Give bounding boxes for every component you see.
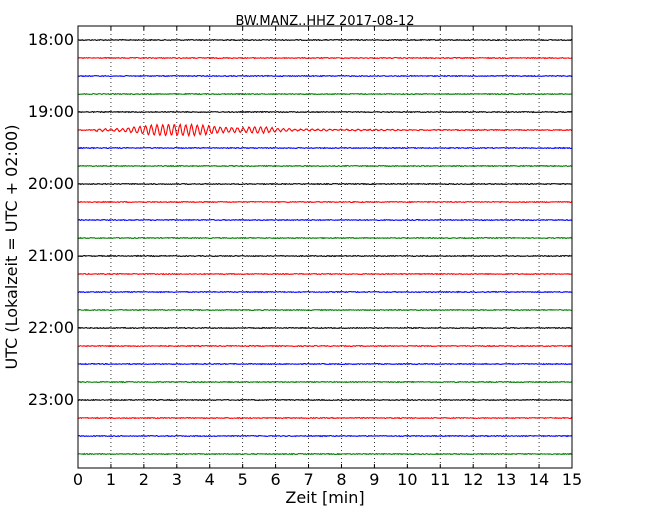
x-tick-label-7: 7 <box>303 470 313 489</box>
y-tick-label-18:00: 18:00 <box>28 30 74 49</box>
trace-2230 <box>77 362 573 366</box>
x-tick-label-12: 12 <box>463 470 483 489</box>
trace-2030 <box>77 218 573 222</box>
plot-frame <box>77 25 573 469</box>
trace-1900 <box>77 110 573 114</box>
axis-ticks <box>77 26 573 468</box>
x-tick-label-15: 15 <box>562 470 582 489</box>
trace-2115 <box>77 272 573 276</box>
trace-1915 <box>77 122 573 138</box>
trace-1830 <box>77 74 573 78</box>
x-tick-label-6: 6 <box>271 470 281 489</box>
trace-2130 <box>77 290 573 294</box>
y-tick-label-20:00: 20:00 <box>28 174 74 193</box>
x-tick-label-9: 9 <box>369 470 379 489</box>
x-tick-label-3: 3 <box>172 470 182 489</box>
x-tick-label-8: 8 <box>336 470 346 489</box>
trace-2215 <box>77 344 573 348</box>
trace-2345 <box>77 452 573 456</box>
x-tick-label-11: 11 <box>430 470 450 489</box>
chart-title: BW.MANZ..HHZ 2017-08-12 <box>235 14 414 29</box>
trace-2300 <box>77 398 573 402</box>
trace-2045 <box>77 236 573 240</box>
trace-2145 <box>78 308 573 312</box>
x-tick-labels: 0 1 2 3 4 5 6 7 8 9 10 11 12 13 14 15 <box>73 470 582 489</box>
trace-2245 <box>77 380 573 384</box>
y-tick-labels: 18:00 19:00 20:00 21:00 22:00 23:00 <box>28 30 74 409</box>
trace-group <box>77 38 573 456</box>
x-tick-label-5: 5 <box>238 470 248 489</box>
trace-2330 <box>77 434 573 438</box>
x-tick-label-2: 2 <box>139 470 149 489</box>
x-tick-label-10: 10 <box>397 470 417 489</box>
trace-1800 <box>77 38 573 42</box>
x-tick-label-1: 1 <box>106 470 116 489</box>
x-tick-label-0: 0 <box>73 470 83 489</box>
x-tick-label-13: 13 <box>496 470 516 489</box>
trace-1945 <box>77 164 573 168</box>
trace-1930 <box>77 146 573 150</box>
y-tick-label-23:00: 23:00 <box>28 390 74 409</box>
x-tick-label-4: 4 <box>205 470 215 489</box>
y-tick-label-22:00: 22:00 <box>28 318 74 337</box>
y-axis-label: UTC (Lokalzeit = UTC + 02:00) <box>2 125 21 370</box>
trace-2100 <box>77 254 573 258</box>
x-tick-label-14: 14 <box>529 470 549 489</box>
trace-1845 <box>77 92 573 96</box>
trace-2000 <box>77 182 573 186</box>
trace-2200 <box>77 326 573 330</box>
y-tick-label-19:00: 19:00 <box>28 102 74 121</box>
trace-1815 <box>77 56 573 60</box>
y-tick-label-21:00: 21:00 <box>28 246 74 265</box>
grid-lines <box>110 26 540 468</box>
trace-2015 <box>77 200 573 204</box>
trace-2315 <box>77 416 573 420</box>
x-axis-label: Zeit [min] <box>285 488 364 507</box>
